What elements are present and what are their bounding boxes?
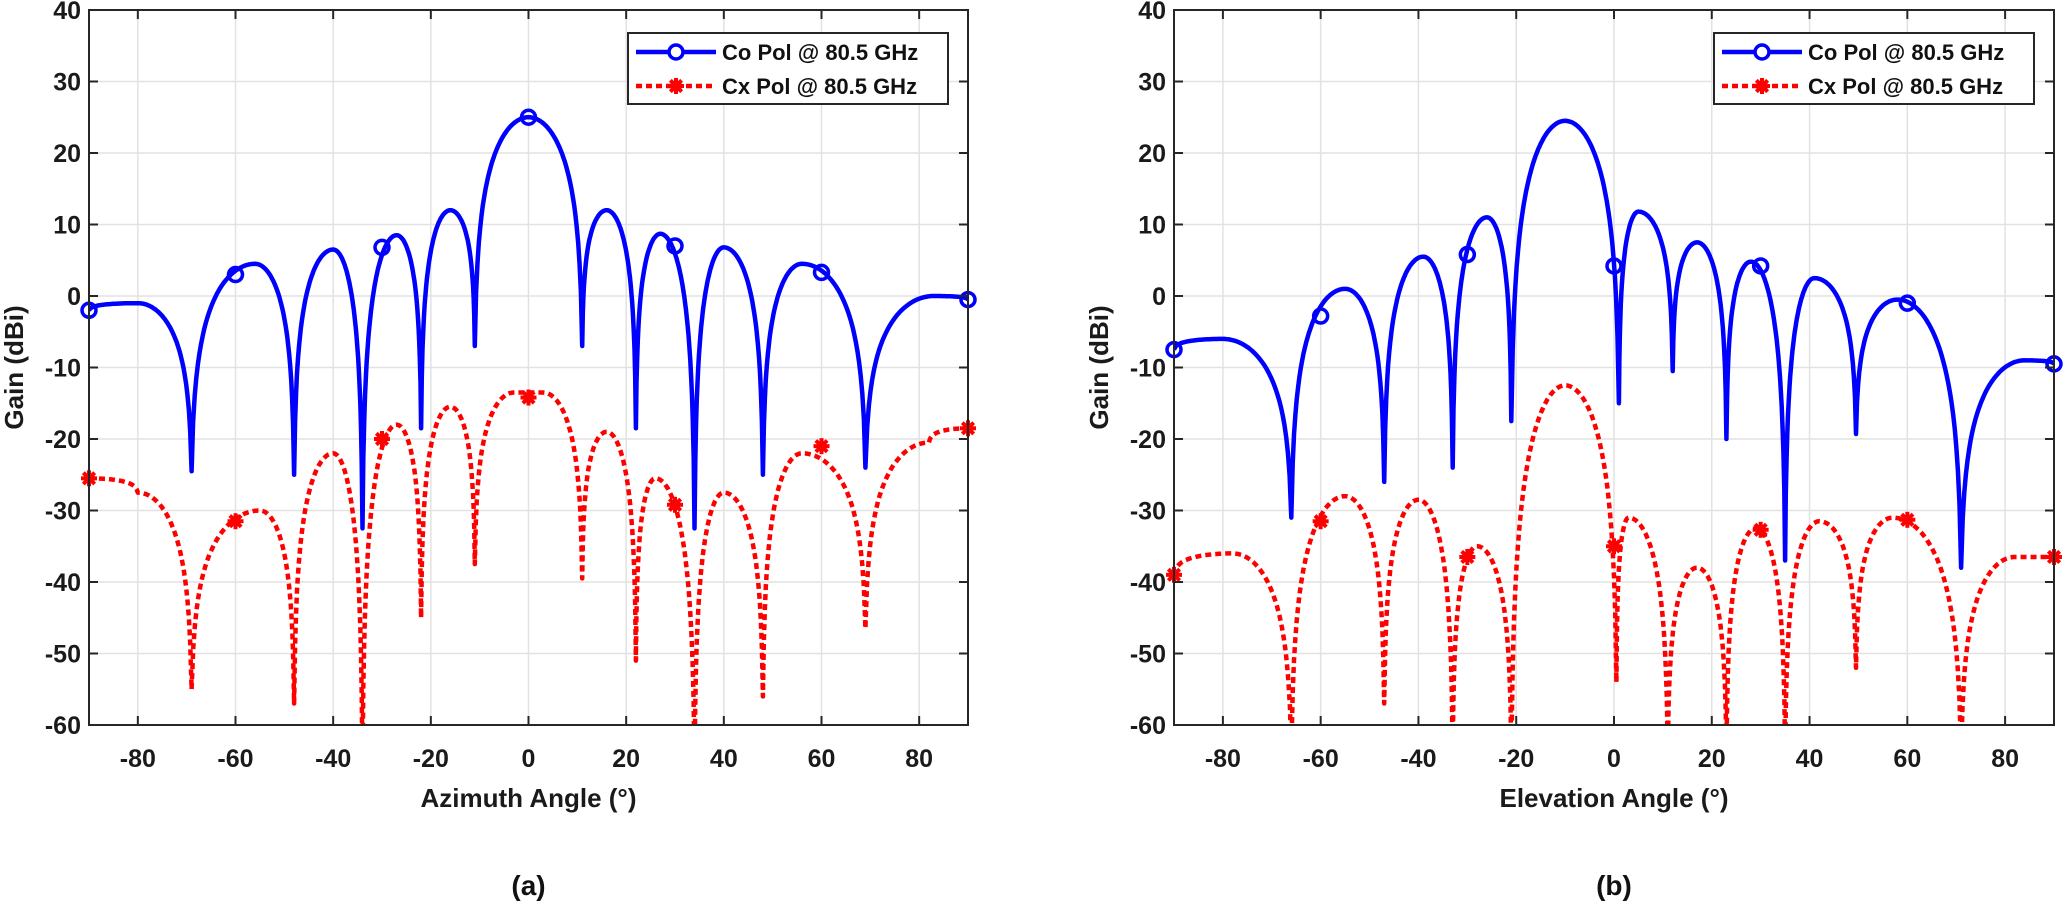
x-tick-label: -20 [413, 745, 449, 773]
y-tick-label: 40 [53, 0, 81, 25]
y-axis-label: Gain (dBi) [0, 305, 29, 429]
asterisk-stroke [668, 78, 684, 94]
x-tick-label: 80 [1991, 745, 2019, 773]
cx-pol-marker [1752, 521, 1769, 538]
asterisk-stroke [1606, 539, 1622, 554]
ticks: -80 -60 -40 -20 0 20 40 60 80 -60 -50 -40 -30 -20 -10 0… [1130, 0, 2054, 773]
asterisk-stroke [814, 439, 829, 454]
cx-pol-marker [374, 431, 390, 447]
y-tick-label: 20 [1138, 140, 1166, 168]
co-pol-marker [1751, 257, 1770, 275]
x-tick-label: 40 [1796, 745, 1824, 773]
co-pol-marker [812, 263, 831, 282]
chart-b: -80 -60 -40 -20 0 20 40 60 80 -60 -50 -40 -30 -20 -10 0… [1084, 0, 2063, 901]
legend-label: Cx Pol @ 80.5 GHz [1808, 74, 2003, 99]
y-tick-label: 0 [67, 283, 81, 311]
y-tick-label: 30 [1138, 69, 1166, 97]
x-tick-label: 80 [905, 745, 933, 773]
panel-label: (a) [511, 870, 545, 901]
y-tick-label: -50 [1130, 641, 1166, 669]
plot-lines [1174, 118, 2054, 725]
x-tick-label: -80 [1205, 745, 1241, 773]
co-pol-line [89, 115, 968, 531]
x-tick-label: -40 [1400, 745, 1436, 773]
x-tick-label: -20 [1498, 745, 1534, 773]
cx-pol-marker [813, 438, 830, 455]
asterisk-stroke [1900, 512, 1915, 527]
x-tick-label: 20 [612, 745, 640, 773]
y-tick-label: -60 [1130, 712, 1166, 740]
asterisk-stroke [667, 497, 683, 512]
y-tick-label: -40 [1130, 569, 1166, 597]
co-pol-marker [373, 238, 391, 257]
cx-pol-marker [520, 389, 537, 406]
chart-a: -80 -60 -40 -20 0 20 40 60 80 -60 -50 -40 -30 -20 -10 0… [0, 0, 977, 901]
co-pol-marker [1458, 245, 1477, 264]
x-axis-label: Azimuth Angle (°) [421, 783, 637, 813]
co-pol-marker [226, 265, 245, 284]
y-tick-label: -20 [45, 426, 81, 454]
x-tick-label: 60 [808, 745, 836, 773]
legend-label: Co Pol @ 80.5 GHz [722, 40, 918, 65]
x-tick-label: -60 [217, 745, 253, 773]
x-tick-label: -40 [315, 745, 351, 773]
asterisk-stroke [374, 431, 390, 447]
legend: Co Pol @ 80.5 GHz Cx Pol @ 80.5 GHz [1713, 32, 2035, 105]
asterisk-stroke [1754, 78, 1770, 94]
y-tick-label: -40 [45, 569, 81, 597]
ticks: -80 -60 -40 -20 0 20 40 60 80 -60 -50 -40 -30 -20 -10 0… [45, 0, 968, 773]
cx-pol-marker [1606, 538, 1622, 555]
x-tick-label: -60 [1303, 745, 1339, 773]
co-pol-line [1174, 118, 2054, 570]
cx-pol-marker [227, 513, 244, 530]
co-pol-marker [1605, 257, 1623, 275]
y-tick-label: -30 [1130, 498, 1166, 526]
asterisk-stroke [228, 514, 243, 529]
y-tick-label: -10 [45, 355, 81, 383]
x-tick-label: -80 [120, 745, 156, 773]
x-tick-label: 40 [710, 745, 738, 773]
y-tick-label: 40 [1138, 0, 1166, 25]
y-tick-label: 10 [1138, 212, 1166, 240]
legend-asterisk-marker-icon [1754, 78, 1770, 94]
legend-label: Cx Pol @ 80.5 GHz [722, 74, 917, 99]
legend: Co Pol @ 80.5 GHz Cx Pol @ 80.5 GHz [627, 32, 949, 105]
legend-asterisk-marker-icon [668, 78, 684, 94]
co-pol-marker [1898, 294, 1917, 312]
co-pol-marker [666, 237, 684, 255]
x-axis-label: Elevation Angle (°) [1499, 783, 1728, 813]
legend-box [627, 32, 949, 105]
y-tick-label: 20 [53, 140, 81, 168]
panel-label: (b) [1596, 870, 1632, 901]
y-tick-label: -10 [1130, 355, 1166, 383]
legend-label: Co Pol @ 80.5 GHz [1808, 40, 2004, 65]
asterisk-stroke [1460, 549, 1475, 565]
co-pol-marker [519, 108, 538, 126]
y-tick-label: 30 [53, 69, 81, 97]
y-tick-label: 10 [53, 212, 81, 240]
legend-circle-marker-icon [667, 43, 685, 61]
y-tick-label: 0 [1152, 283, 1166, 311]
y-tick-label: -50 [45, 641, 81, 669]
x-tick-label: 0 [1607, 745, 1621, 773]
y-tick-label: -60 [45, 712, 81, 740]
co-pol-marker [1311, 307, 1330, 325]
x-tick-label: 20 [1698, 745, 1726, 773]
cx-pol-marker [1312, 513, 1329, 530]
x-tick-label: 60 [1893, 745, 1921, 773]
x-tick-label: 0 [522, 745, 536, 773]
y-tick-label: -30 [45, 498, 81, 526]
asterisk-stroke [521, 390, 536, 405]
y-tick-label: -20 [1130, 426, 1166, 454]
legend-circle-marker-icon [1753, 43, 1771, 61]
cx-pol-marker [667, 496, 683, 513]
y-axis-label: Gain (dBi) [1084, 305, 1114, 429]
asterisk-stroke [1313, 514, 1328, 529]
cx-pol-line [1174, 383, 2054, 725]
cx-pol-marker [1899, 511, 1916, 528]
legend-box [1713, 32, 2035, 105]
asterisk-stroke [1753, 522, 1768, 537]
cx-pol-marker [1459, 548, 1476, 565]
